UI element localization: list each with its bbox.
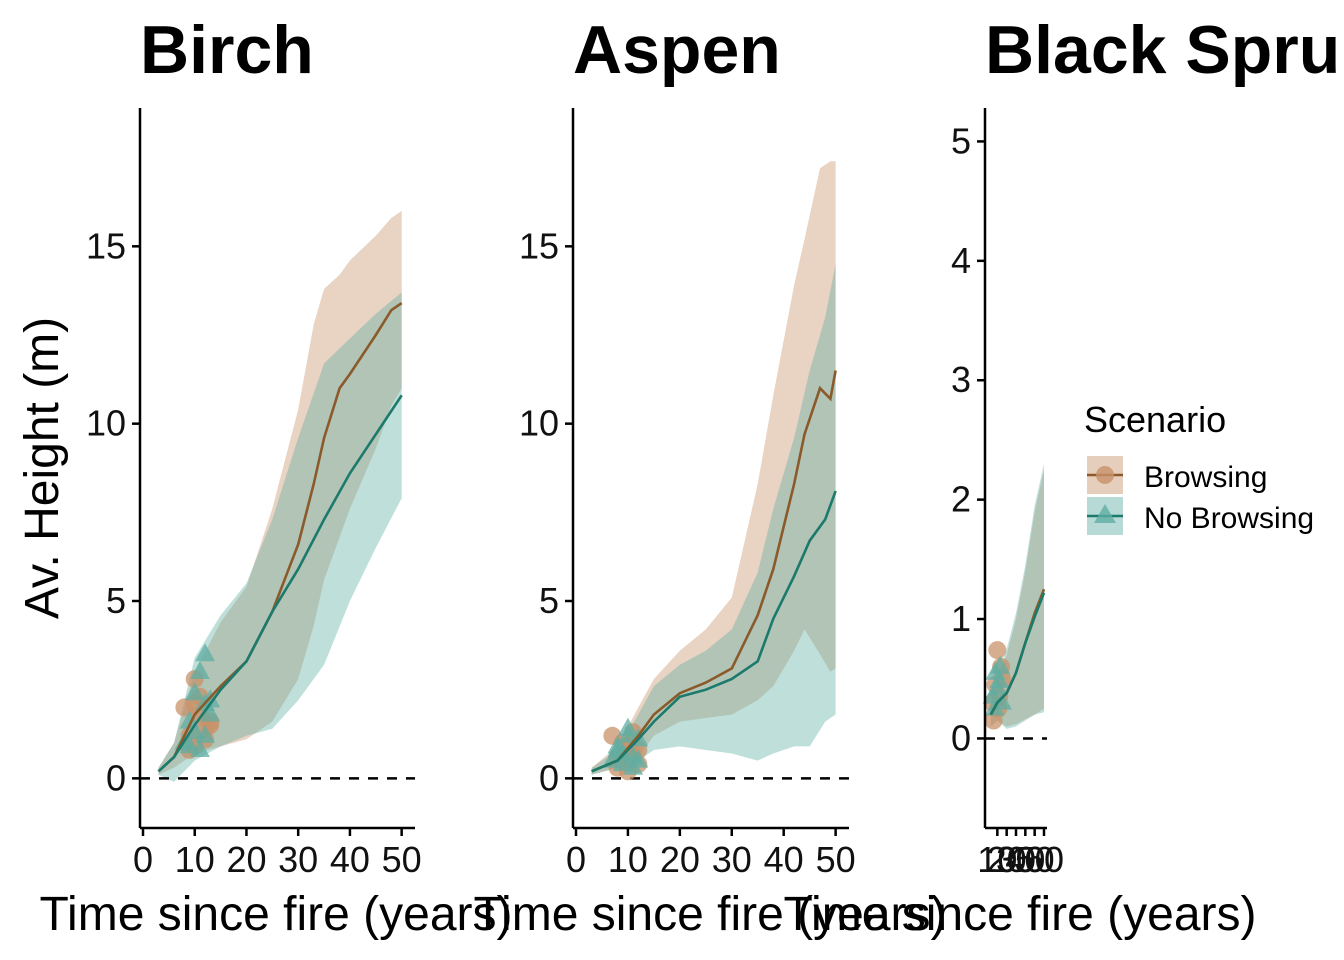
ribbon-birch-browsing: [158, 210, 402, 775]
line-aspen-browsing: [591, 370, 837, 773]
legend-key-no-browsing-marker: [1094, 504, 1116, 523]
x-tick-label-aspen: 40: [764, 839, 804, 880]
y-tick-label-aspen: 10: [519, 403, 559, 444]
point-aspen-no-browsing: [607, 738, 628, 757]
y-tick-label-black-spru: 3: [951, 359, 971, 400]
point-black-spru-browsing: [988, 641, 1007, 660]
y-tick-label-birch: 0: [106, 757, 126, 798]
ribbon-birch-no-browsing: [158, 292, 402, 782]
legend-key-browsing-marker: [1096, 466, 1114, 484]
x-tick-label-black-spru: 10: [977, 839, 1017, 880]
ribbon-aspen-no-browsing: [591, 264, 836, 775]
x-tick-label-black-spru: 40: [1005, 839, 1045, 880]
legend-key-no-browsing: [1087, 497, 1123, 535]
x-tick-label-black-spru: 30: [996, 839, 1036, 880]
y-tick-label-birch: 15: [86, 225, 126, 266]
x-axis-title-birch: Time since fire (years): [40, 888, 513, 941]
x-tick-label-birch: 10: [175, 839, 215, 880]
panel-birch: 0 5 10 15 0 10 20 30 40 50 Birch Time since fire (y…: [40, 12, 513, 941]
y-tick-label-aspen: 0: [539, 757, 559, 798]
legend-key-browsing: [1087, 456, 1123, 494]
x-axis-title-black-spru: Time since fire (years): [784, 888, 1257, 941]
x-tick-label-birch: 50: [382, 839, 422, 880]
y-tick-label-black-spru: 4: [951, 240, 971, 281]
legend: Scenario Browsing No Browsing: [1084, 399, 1314, 535]
x-tick-label-black-spru: 50: [1015, 839, 1055, 880]
y-tick-label-black-spru: 5: [951, 120, 971, 161]
x-tick-label-black-spru: 60: [1024, 839, 1064, 880]
ribbon-aspen-browsing: [591, 161, 836, 775]
x-tick-label-birch: 20: [226, 839, 266, 880]
line-birch-no-browsing: [157, 394, 403, 773]
point-aspen-no-browsing: [617, 724, 638, 743]
x-tick-label-black-spru: 20: [987, 839, 1027, 880]
x-tick-label-aspen: 30: [712, 839, 752, 880]
y-tick-label-aspen: 5: [539, 580, 559, 621]
point-birch-no-browsing: [195, 724, 216, 743]
panel-title-black-spru: Black Spru: [985, 12, 1340, 88]
x-tick-label-birch: 40: [330, 839, 370, 880]
y-tick-label-black-spru: 1: [951, 598, 971, 639]
legend-label-browsing: Browsing: [1144, 461, 1267, 494]
x-tick-label-aspen: 0: [566, 839, 586, 880]
point-aspen-no-browsing: [628, 749, 649, 768]
panel-title-birch: Birch: [140, 12, 314, 88]
point-birch-no-browsing: [195, 643, 216, 662]
line-aspen-no-browsing: [591, 490, 837, 773]
y-tick-label-birch: 5: [106, 580, 126, 621]
x-tick-label-birch: 30: [278, 839, 318, 880]
y-axis-title: Av. Height (m): [16, 317, 69, 619]
point-birch-no-browsing: [184, 682, 205, 701]
point-birch-no-browsing: [189, 660, 210, 679]
panel-aspen: 0 5 10 15 0 10 20 30 40 50 Aspen Time since fire (y…: [474, 12, 947, 941]
y-tick-label-aspen: 15: [519, 225, 559, 266]
x-tick-label-aspen: 20: [660, 839, 700, 880]
line-black-spru-no-browsing: [989, 592, 1046, 716]
point-black-spru-no-browsing: [990, 655, 1011, 674]
x-tick-label-aspen: 10: [608, 839, 648, 880]
x-tick-label-birch: 0: [133, 839, 153, 880]
point-birch-no-browsing: [200, 703, 221, 722]
y-tick-label-birch: 10: [86, 403, 126, 444]
y-tick-label-black-spru: 2: [951, 479, 971, 520]
x-tick-label-aspen: 50: [816, 839, 856, 880]
panel-title-aspen: Aspen: [573, 12, 781, 88]
line-birch-browsing: [157, 302, 403, 773]
point-black-spru-no-browsing: [989, 670, 1010, 689]
legend-label-no-browsing: No Browsing: [1144, 502, 1314, 535]
x-axis-title-aspen: Time since fire (years): [474, 888, 947, 941]
y-tick-label-black-spru: 0: [951, 717, 971, 758]
legend-title: Scenario: [1084, 399, 1226, 440]
point-birch-no-browsing: [189, 738, 210, 757]
